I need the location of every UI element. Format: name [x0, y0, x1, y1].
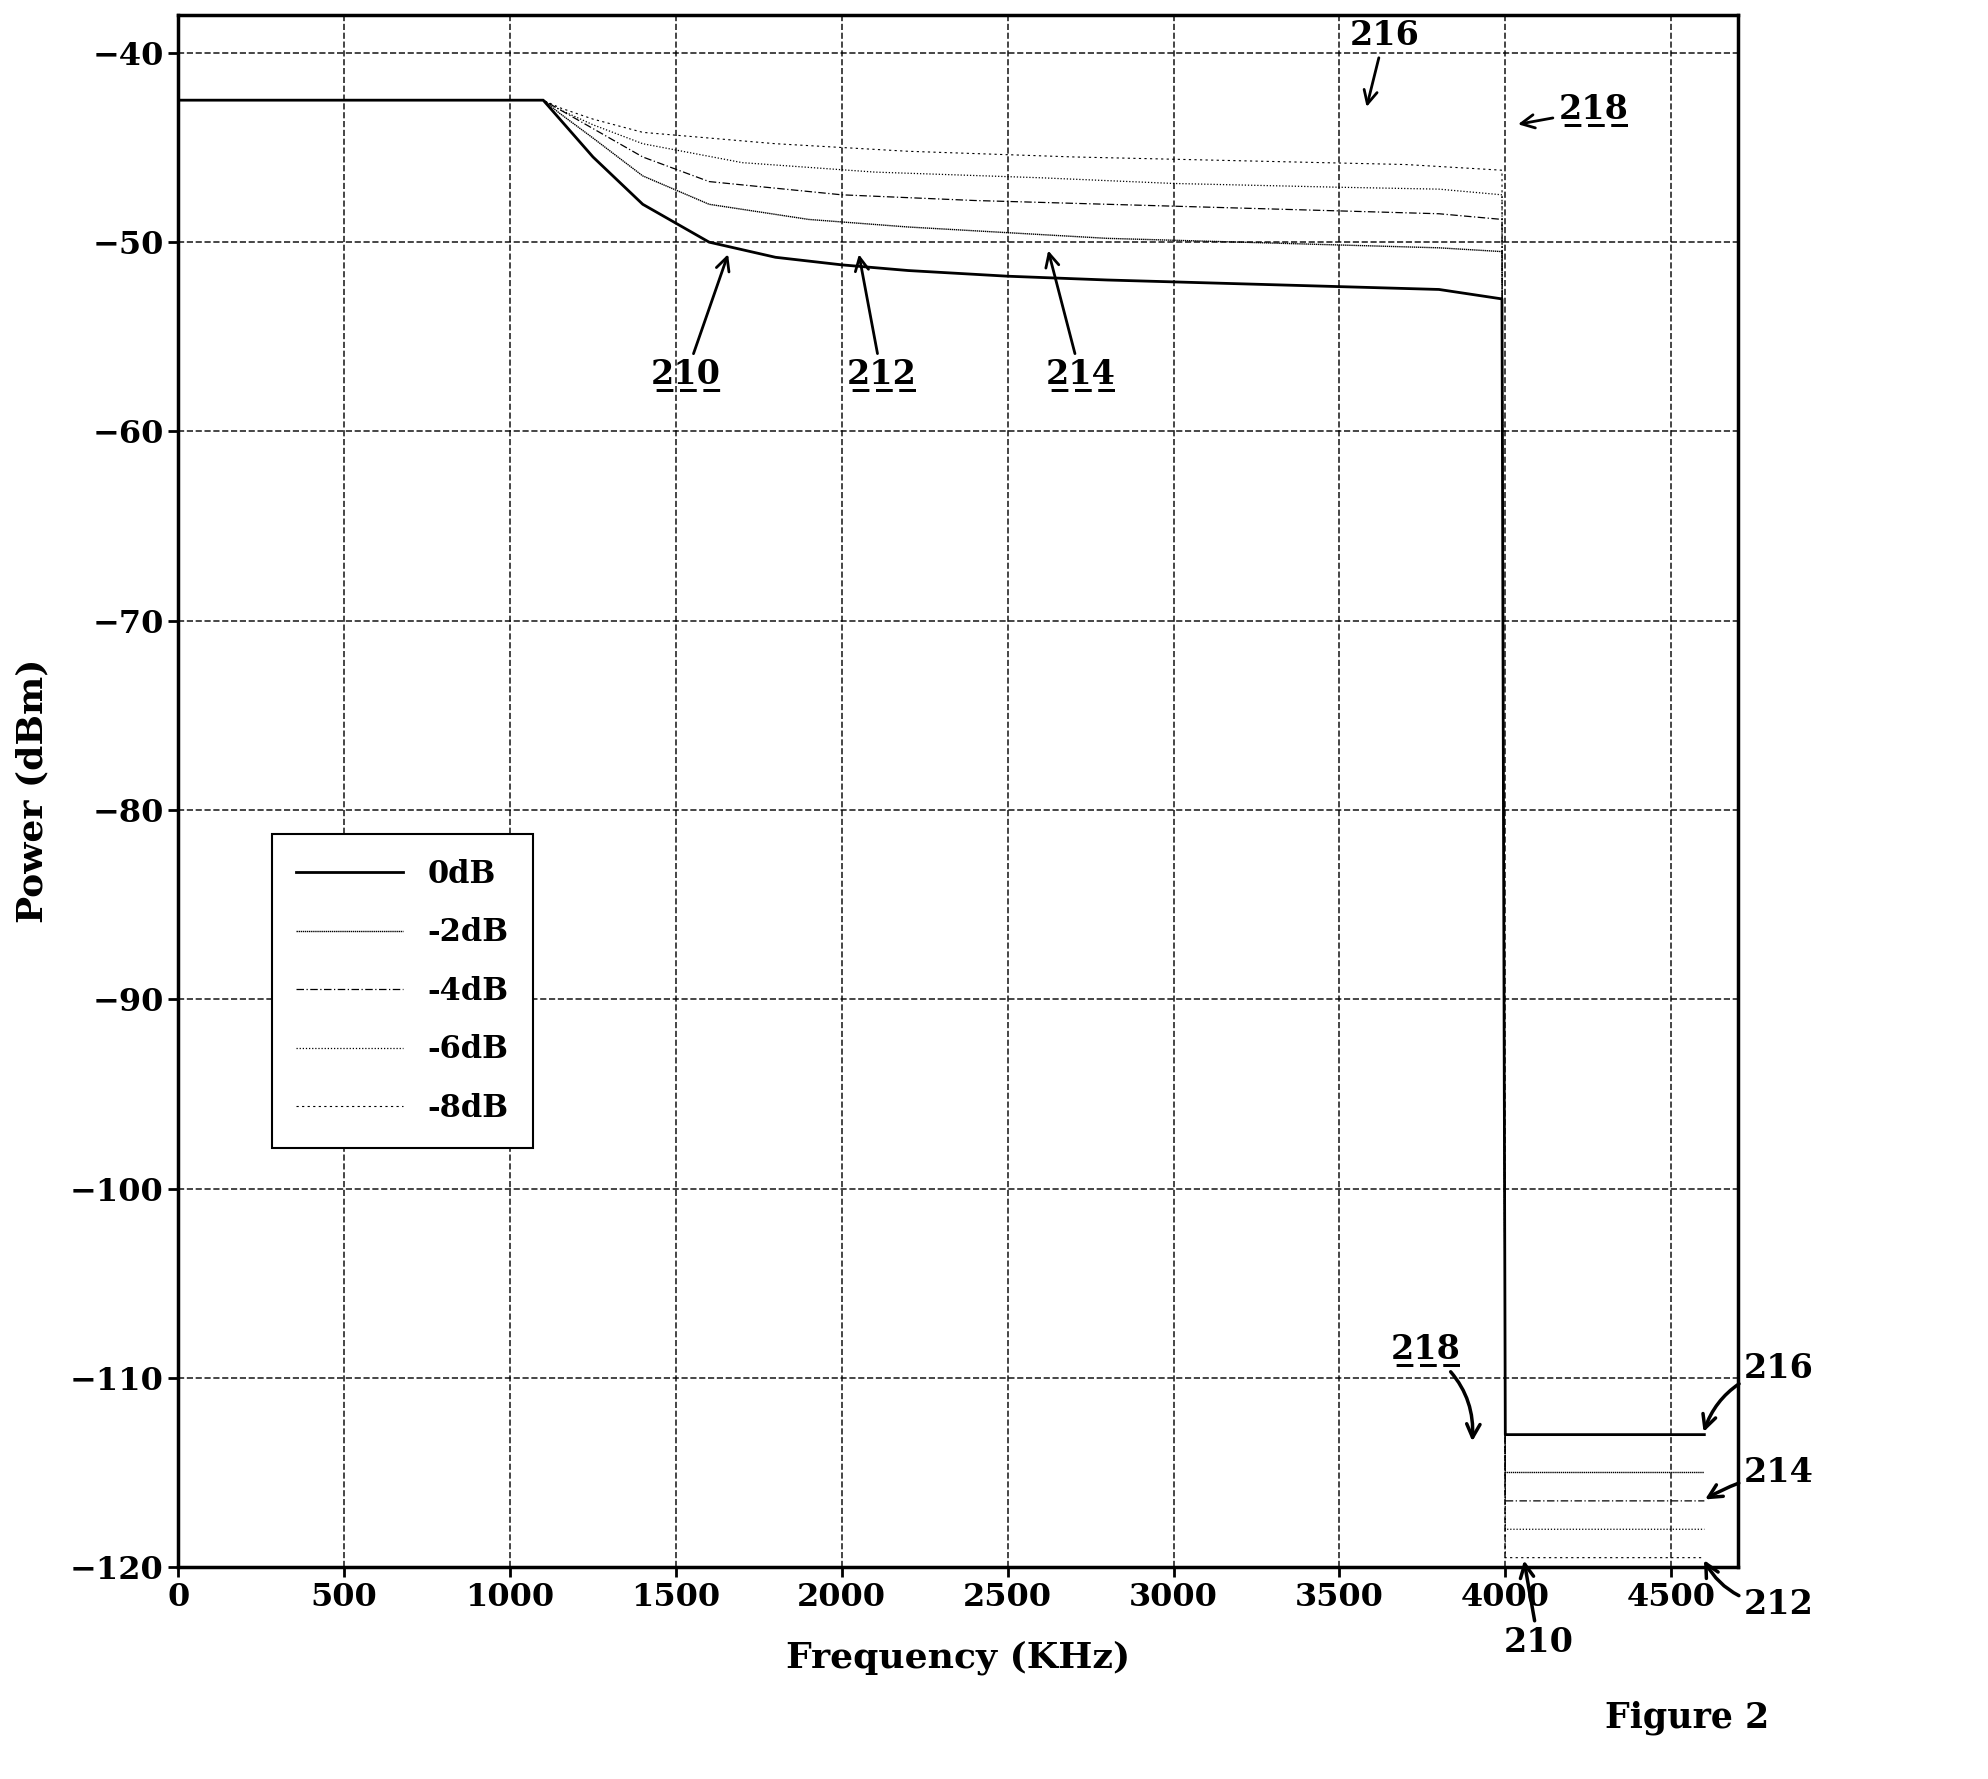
-8dB — [580, 109, 604, 130]
-6dB — [863, 162, 887, 183]
Text: 2̲1̲4̲: 2̲1̲4̲ — [1046, 254, 1115, 391]
-6dB — [730, 151, 753, 173]
Text: 2̲1̲2̲: 2̲1̲2̲ — [847, 258, 916, 391]
-6dB — [1491, 185, 1515, 206]
-4dB — [1427, 203, 1451, 224]
0dB — [829, 254, 853, 276]
-8dB — [1491, 160, 1515, 181]
-4dB — [962, 190, 986, 212]
0dB — [1095, 269, 1119, 290]
Line: -2dB: -2dB — [179, 100, 1704, 1473]
0dB — [897, 260, 920, 281]
0dB — [580, 146, 604, 167]
-2dB — [996, 222, 1020, 244]
Text: 2̲1̲0̲: 2̲1̲0̲ — [650, 258, 730, 391]
-4dB — [580, 117, 604, 139]
Text: 216: 216 — [1704, 1352, 1813, 1429]
0dB — [763, 247, 787, 269]
0dB — [996, 265, 1020, 286]
Text: 214: 214 — [1708, 1455, 1813, 1498]
Line: -4dB: -4dB — [179, 100, 1704, 1501]
0dB — [1692, 1423, 1716, 1445]
-8dB — [1493, 1548, 1517, 1569]
-4dB — [167, 89, 191, 110]
-2dB — [1229, 231, 1252, 253]
-2dB — [580, 128, 604, 149]
-4dB — [1095, 194, 1119, 215]
-2dB — [167, 89, 191, 110]
-4dB — [1360, 201, 1384, 222]
-2dB — [698, 194, 722, 215]
Text: 210: 210 — [1503, 1564, 1573, 1660]
-4dB — [698, 171, 722, 192]
-4dB — [531, 89, 555, 110]
0dB — [167, 89, 191, 110]
-2dB — [797, 208, 821, 229]
Text: Figure 2: Figure 2 — [1604, 1701, 1769, 1735]
0dB — [698, 231, 722, 253]
Text: 2̲1̲8̲: 2̲1̲8̲ — [1392, 1334, 1479, 1437]
-6dB — [1161, 173, 1185, 194]
-6dB — [1328, 176, 1352, 197]
0dB — [630, 194, 654, 215]
X-axis label: Frequency (KHz): Frequency (KHz) — [785, 1640, 1129, 1676]
-6dB — [167, 89, 191, 110]
0dB — [549, 109, 573, 130]
Text: 2̲1̲8̲: 2̲1̲8̲ — [1521, 94, 1628, 128]
-8dB — [630, 121, 654, 142]
-8dB — [1229, 149, 1252, 171]
-2dB — [531, 89, 555, 110]
-8dB — [897, 141, 920, 162]
-2dB — [1095, 228, 1119, 249]
-2dB — [1360, 235, 1384, 256]
-6dB — [1692, 1519, 1716, 1541]
-8dB — [1062, 146, 1085, 167]
Legend: 0dB, -2dB, -4dB, -6dB, -8dB: 0dB, -2dB, -4dB, -6dB, -8dB — [272, 834, 533, 1147]
-2dB — [1427, 237, 1451, 258]
Line: -6dB: -6dB — [179, 100, 1704, 1530]
Line: -8dB: -8dB — [179, 100, 1704, 1558]
-2dB — [1493, 1462, 1517, 1484]
-8dB — [531, 89, 555, 110]
-6dB — [1030, 167, 1054, 189]
0dB — [1493, 1423, 1517, 1445]
-8dB — [167, 89, 191, 110]
-2dB — [1692, 1462, 1716, 1484]
0dB — [1360, 278, 1384, 299]
-2dB — [1491, 240, 1515, 262]
-4dB — [1229, 197, 1252, 219]
-6dB — [1427, 178, 1451, 199]
-2dB — [897, 217, 920, 238]
0dB — [1229, 274, 1252, 295]
-8dB — [1394, 153, 1417, 174]
0dB — [1491, 288, 1515, 310]
-4dB — [549, 100, 573, 121]
-4dB — [829, 185, 853, 206]
Text: 212: 212 — [1706, 1564, 1813, 1621]
-2dB — [630, 165, 654, 187]
-6dB — [531, 89, 555, 110]
-2dB — [549, 103, 573, 125]
-6dB — [549, 100, 573, 121]
-4dB — [630, 146, 654, 167]
-6dB — [1493, 1519, 1517, 1541]
-8dB — [549, 98, 573, 119]
-4dB — [1692, 1491, 1716, 1512]
-8dB — [763, 133, 787, 155]
Y-axis label: Power (dBm): Power (dBm) — [16, 658, 50, 923]
-8dB — [1692, 1548, 1716, 1569]
-6dB — [580, 114, 604, 135]
0dB — [531, 89, 555, 110]
-6dB — [630, 133, 654, 155]
Text: 216: 216 — [1350, 20, 1419, 103]
-4dB — [1493, 1491, 1517, 1512]
-4dB — [1491, 208, 1515, 229]
0dB — [1427, 279, 1451, 301]
Line: 0dB: 0dB — [179, 100, 1704, 1434]
